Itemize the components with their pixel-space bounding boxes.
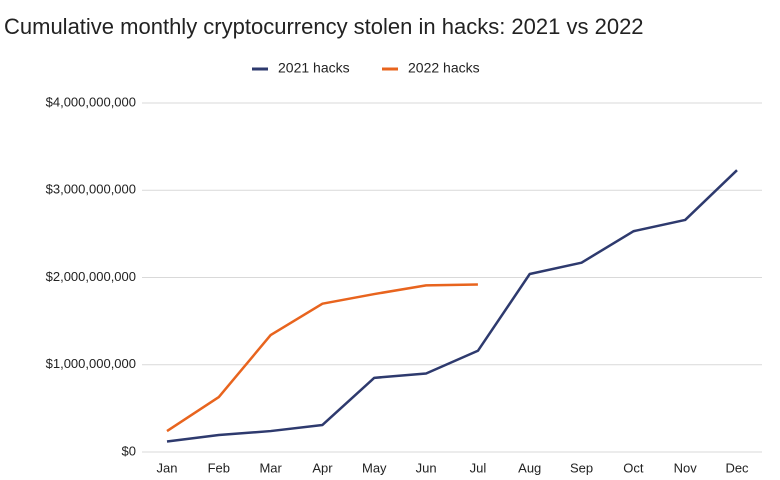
x-tick-label: Jan bbox=[157, 460, 178, 475]
x-tick-label: Jul bbox=[470, 460, 487, 475]
x-tick-label: Dec bbox=[725, 460, 749, 475]
legend-label: 2021 hacks bbox=[278, 60, 350, 76]
x-tick-label: Aug bbox=[518, 460, 541, 475]
y-tick-label: $0 bbox=[122, 443, 136, 458]
x-tick-label: Apr bbox=[312, 460, 333, 475]
x-tick-label: Sep bbox=[570, 460, 593, 475]
x-tick-label: Feb bbox=[208, 460, 230, 475]
y-tick-label: $1,000,000,000 bbox=[46, 356, 136, 371]
x-tick-label: Oct bbox=[623, 460, 644, 475]
x-tick-label: Nov bbox=[674, 460, 698, 475]
x-tick-label: Jun bbox=[416, 460, 437, 475]
y-tick-label: $2,000,000,000 bbox=[46, 269, 136, 284]
legend-label: 2022 hacks bbox=[408, 60, 480, 76]
x-tick-label: Mar bbox=[259, 460, 282, 475]
y-tick-label: $4,000,000,000 bbox=[46, 94, 136, 109]
series-line bbox=[166, 169, 738, 443]
y-tick-label: $3,000,000,000 bbox=[46, 182, 136, 197]
chart-title: Cumulative monthly cryptocurrency stolen… bbox=[4, 14, 644, 39]
x-tick-label: May bbox=[362, 460, 387, 475]
series-line bbox=[166, 283, 478, 433]
